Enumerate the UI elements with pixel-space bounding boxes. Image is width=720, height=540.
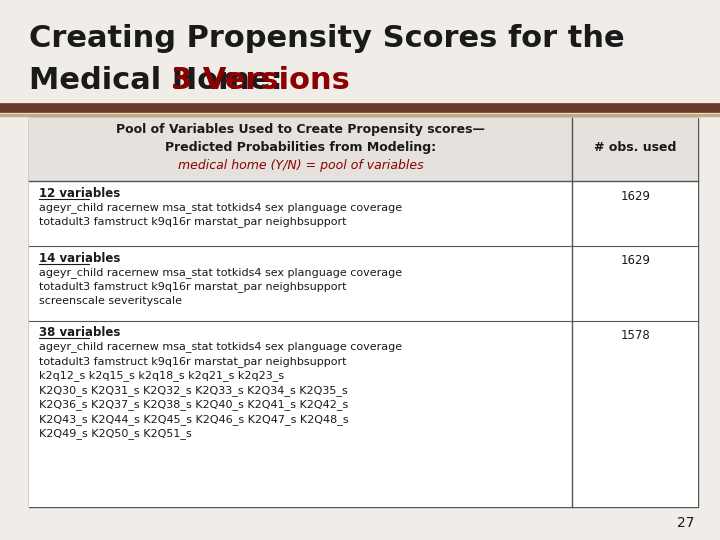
Text: Medical Home:: Medical Home: xyxy=(29,66,293,95)
Text: 12 variables: 12 variables xyxy=(39,187,120,200)
Text: 1629: 1629 xyxy=(621,190,650,202)
Bar xyxy=(29,246,698,321)
Text: Predicted Probabilities from Modeling:: Predicted Probabilities from Modeling: xyxy=(165,141,436,154)
Text: 3 Versions: 3 Versions xyxy=(171,66,350,95)
Text: ageyr_child racernew msa_stat totkids4 sex planguage coverage
totadult3 famstruc: ageyr_child racernew msa_stat totkids4 s… xyxy=(39,267,402,306)
Text: 1629: 1629 xyxy=(621,254,650,267)
Bar xyxy=(29,118,698,507)
Bar xyxy=(29,118,698,181)
Text: medical home (Y/N) = pool of variables: medical home (Y/N) = pool of variables xyxy=(178,159,423,172)
Text: # obs. used: # obs. used xyxy=(594,141,677,154)
Text: Creating Propensity Scores for the: Creating Propensity Scores for the xyxy=(29,24,624,53)
Bar xyxy=(29,181,698,246)
Text: 1578: 1578 xyxy=(621,329,650,342)
Text: 14 variables: 14 variables xyxy=(39,252,120,265)
Text: ageyr_child racernew msa_stat totkids4 sex planguage coverage
totadult3 famstruc: ageyr_child racernew msa_stat totkids4 s… xyxy=(39,202,402,227)
Text: Pool of Variables Used to Create Propensity scores—: Pool of Variables Used to Create Propens… xyxy=(116,123,485,136)
Text: ageyr_child racernew msa_stat totkids4 sex planguage coverage
totadult3 famstruc: ageyr_child racernew msa_stat totkids4 s… xyxy=(39,341,402,439)
Text: 27: 27 xyxy=(678,516,695,530)
Text: 38 variables: 38 variables xyxy=(39,326,120,339)
Bar xyxy=(29,321,698,507)
